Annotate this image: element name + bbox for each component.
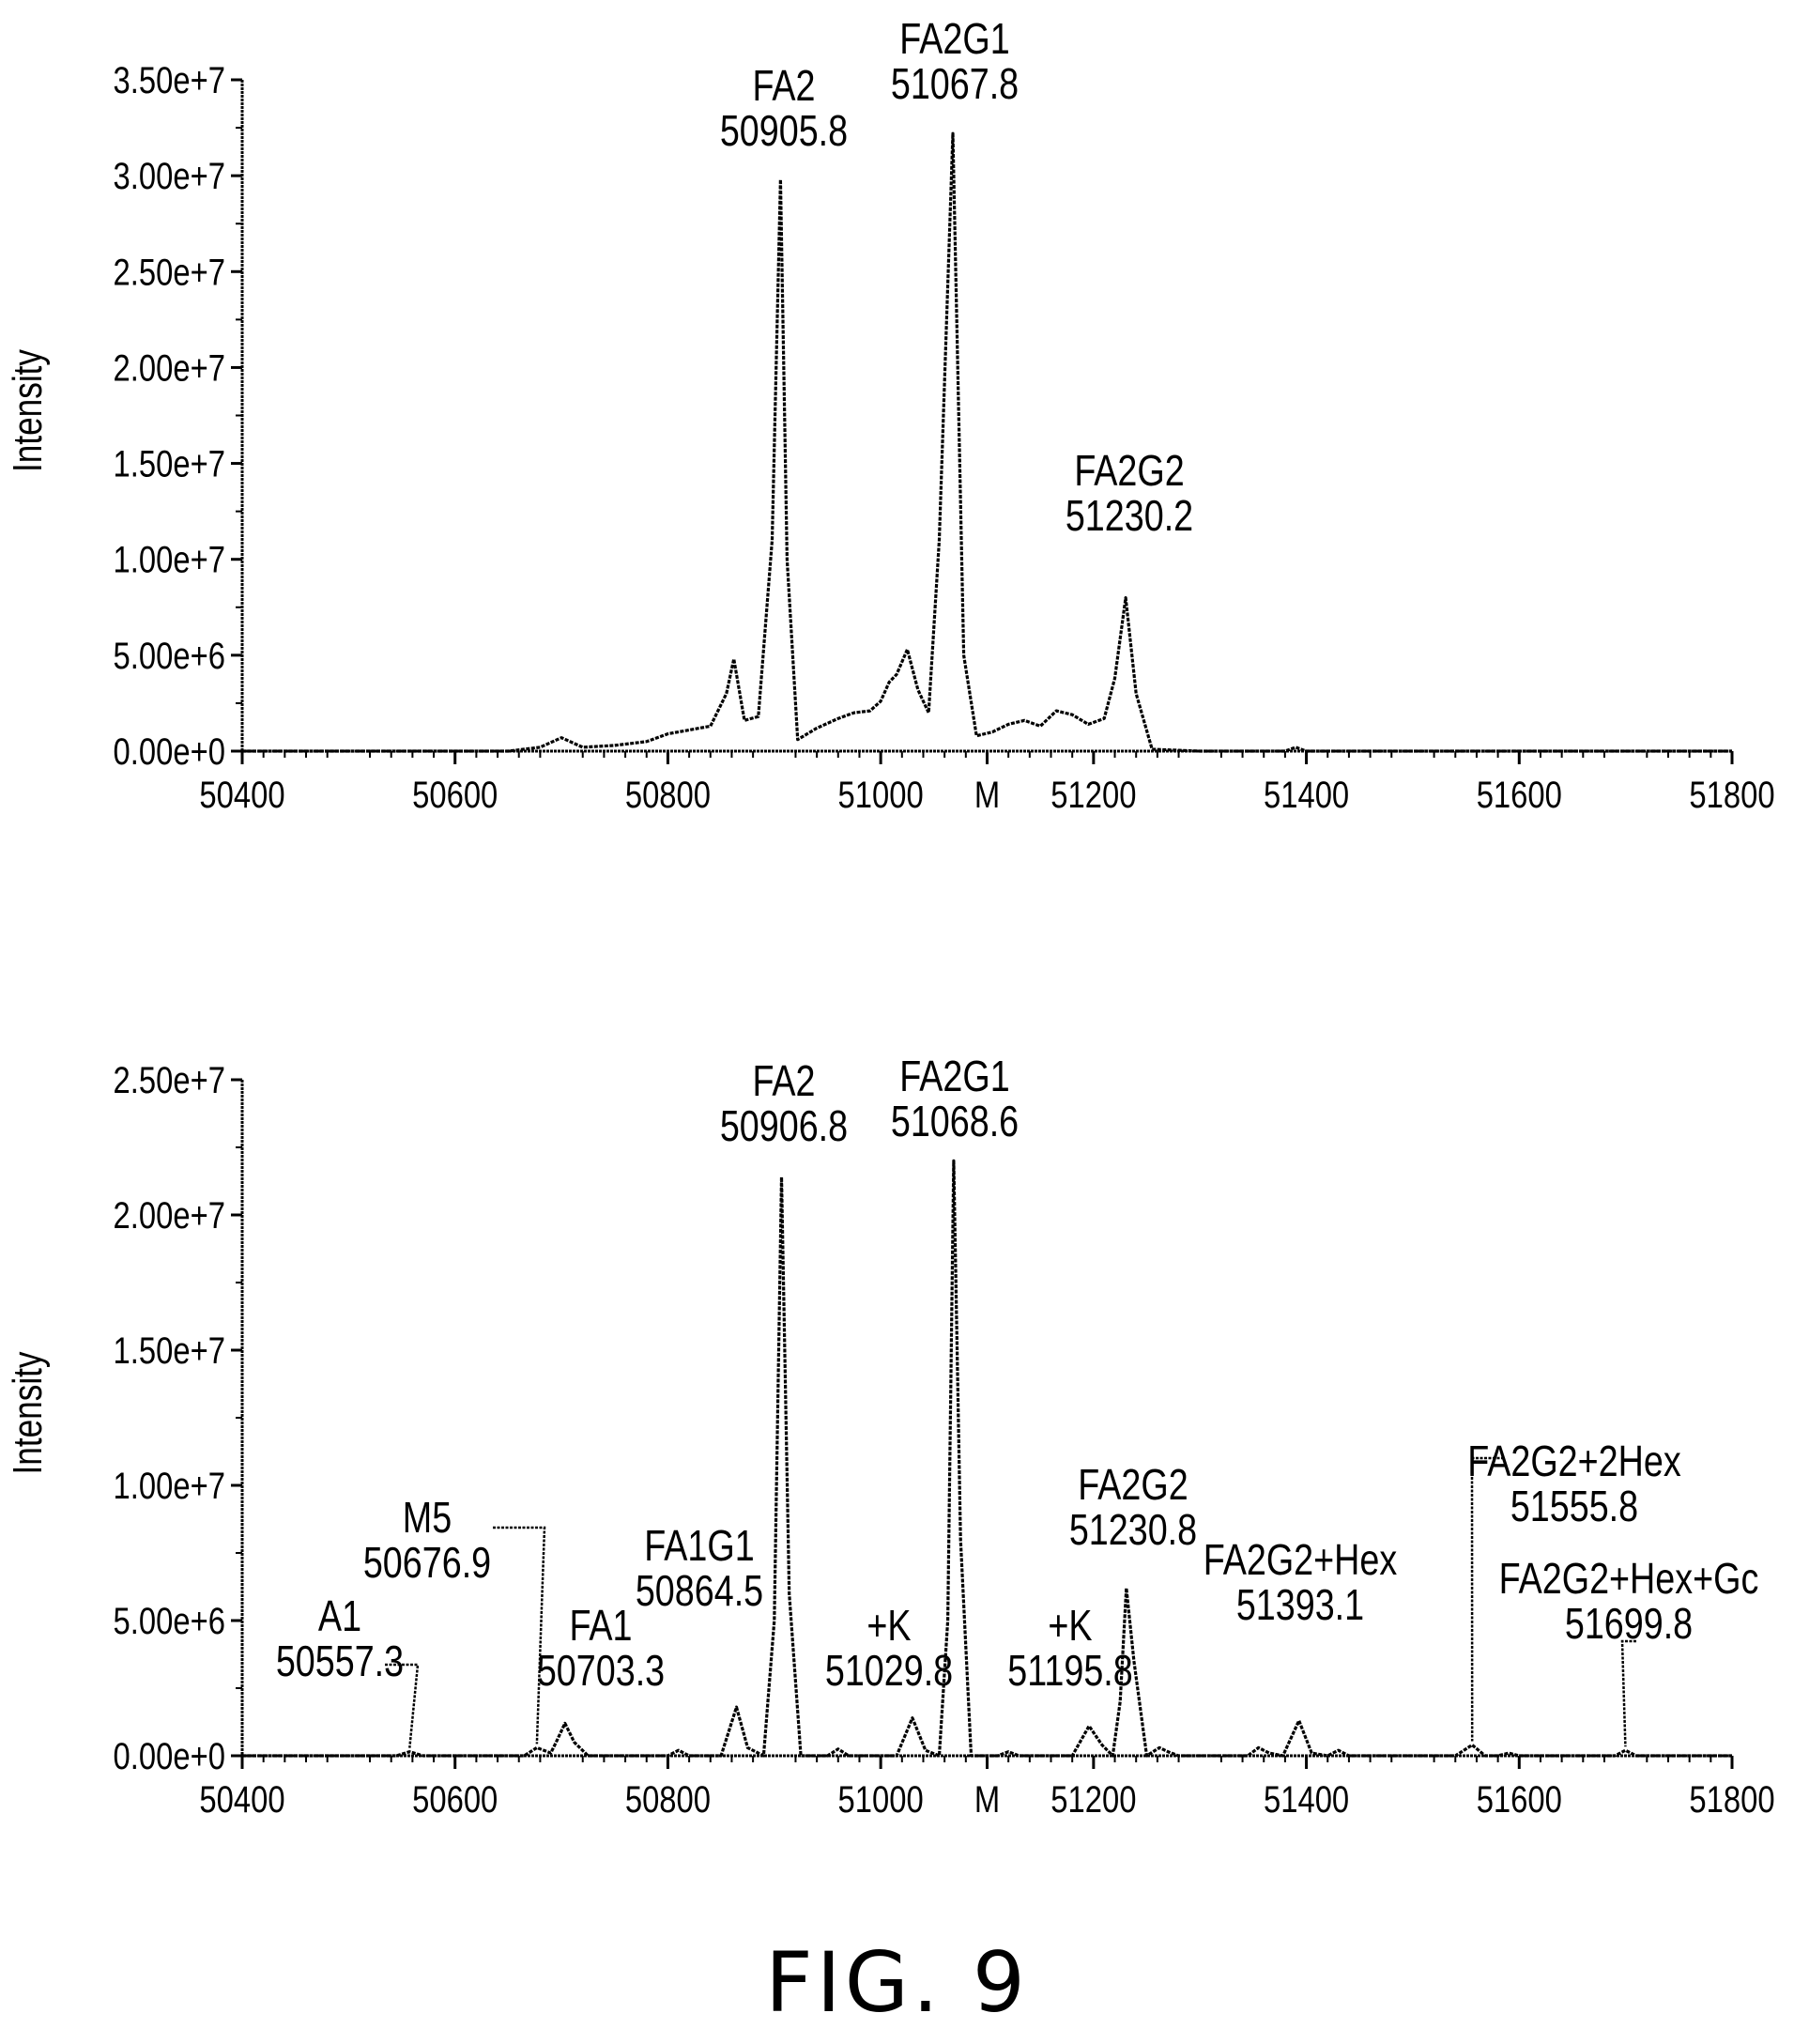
y-tick-label: 0.00e+0	[114, 730, 225, 773]
peak-leader-line	[385, 1663, 420, 1748]
peak-label-mass: 51230.2	[1066, 491, 1193, 539]
peak-leader-line	[1620, 1639, 1636, 1747]
y-tick-label: 1.50e+7	[114, 1329, 225, 1372]
peak-label-name: FA2G2	[1074, 446, 1184, 494]
x-tick-label: 50600	[412, 774, 498, 816]
x-tick-label: 51800	[1689, 774, 1774, 816]
y-tick-label: 5.00e+6	[114, 1600, 225, 1642]
peak-label-name: FA2G2+Hex+Gc	[1499, 1554, 1759, 1602]
x-tick-label: 50400	[199, 774, 284, 816]
x-tick-label: 50600	[412, 1778, 498, 1821]
x-tick-label: 50800	[625, 774, 711, 816]
peak-label-mass: 51555.8	[1510, 1482, 1638, 1529]
peak-leader-line	[493, 1526, 546, 1744]
y-tick-label: 2.00e+7	[114, 346, 225, 389]
peak-label-name: FA2G2+Hex	[1204, 1535, 1397, 1583]
figure-caption: FIG. 9	[765, 1934, 1029, 2031]
peak-label-mass: 51393.1	[1236, 1580, 1364, 1628]
y-tick-label: 2.00e+7	[114, 1194, 225, 1237]
peak-label-name: A1	[318, 1591, 361, 1639]
peak-label-mass: 50557.3	[276, 1637, 404, 1684]
y-tick-label: 2.50e+7	[114, 1059, 225, 1101]
x-tick-label: 51400	[1264, 774, 1349, 816]
peak-label-name: FA1G1	[644, 1521, 754, 1569]
y-tick-label: 1.50e+7	[114, 442, 225, 484]
peak-label-mass: 51699.8	[1565, 1599, 1693, 1647]
peak-label-mass: 50906.8	[720, 1101, 848, 1149]
x-tick-label: 50400	[199, 1778, 284, 1821]
peak-leader-line	[1470, 1456, 1504, 1742]
y-tick-label: 2.50e+7	[114, 251, 225, 293]
x-tick-label: M	[974, 774, 1000, 816]
y-tick-label: 0.00e+0	[114, 1735, 225, 1777]
y-tick-label: 1.00e+7	[114, 1465, 225, 1507]
bottom-spectrum-chart: 0.00e+0 5.00e+6 1.00e+7 1.50e+7 2.00e+7 2.50e…	[5, 1052, 1774, 1820]
y-axis-label: Intensity	[5, 349, 51, 472]
peak-label-name: FA2G1	[899, 14, 1009, 62]
peak-label-name: FA2	[752, 1056, 815, 1104]
x-tick-label: 51400	[1264, 1778, 1349, 1821]
peak-label-mass: 50676.9	[363, 1538, 491, 1586]
peak-label-mass: 50703.3	[537, 1646, 665, 1694]
x-tick-label: 51200	[1050, 1778, 1136, 1821]
spectrum-line	[242, 1159, 1732, 1758]
top-spectrum-chart: 0.00e+0 5.00e+6 1.00e+7 1.50e+7 2.00e+7 2.50e…	[5, 14, 1774, 815]
x-tick-label: 51800	[1689, 1778, 1774, 1821]
y-tick-label: 3.00e+7	[114, 155, 225, 197]
y-tick-label: 1.00e+7	[114, 539, 225, 581]
x-tick-label: 51200	[1050, 774, 1136, 816]
peak-label-name: FA2G2	[1078, 1460, 1188, 1508]
x-tick-label: 51000	[838, 1778, 924, 1821]
peak-label-mass: 51067.8	[891, 59, 1019, 107]
y-axis-label: Intensity	[5, 1351, 51, 1474]
peak-label-name: FA1	[569, 1601, 632, 1649]
peak-label-mass: 50905.8	[720, 106, 848, 154]
peak-label-name: M5	[403, 1493, 452, 1541]
peak-label-mass: 50864.5	[636, 1566, 763, 1614]
peak-label-mass: 51230.8	[1069, 1505, 1197, 1553]
x-tick-label: M	[974, 1778, 1000, 1821]
peak-label-mass: 51029.8	[825, 1646, 953, 1694]
spectrum-line	[242, 131, 1732, 753]
peak-label-name: FA2G2+2Hex	[1467, 1437, 1680, 1484]
peak-label-name: FA2	[752, 61, 815, 109]
peak-label-name: +K	[866, 1601, 911, 1649]
x-tick-label: 51600	[1477, 774, 1562, 816]
x-tick-label: 51000	[838, 774, 924, 816]
peak-label-mass: 51068.6	[891, 1097, 1019, 1145]
peak-label-name: +K	[1048, 1601, 1092, 1649]
x-tick-label: 50800	[625, 1778, 711, 1821]
x-tick-label: 51600	[1477, 1778, 1562, 1821]
y-tick-label: 5.00e+6	[114, 635, 225, 677]
peak-label-mass: 51195.8	[1007, 1646, 1132, 1694]
peak-label-name: FA2G1	[899, 1052, 1009, 1099]
y-tick-label: 3.50e+7	[114, 59, 225, 101]
